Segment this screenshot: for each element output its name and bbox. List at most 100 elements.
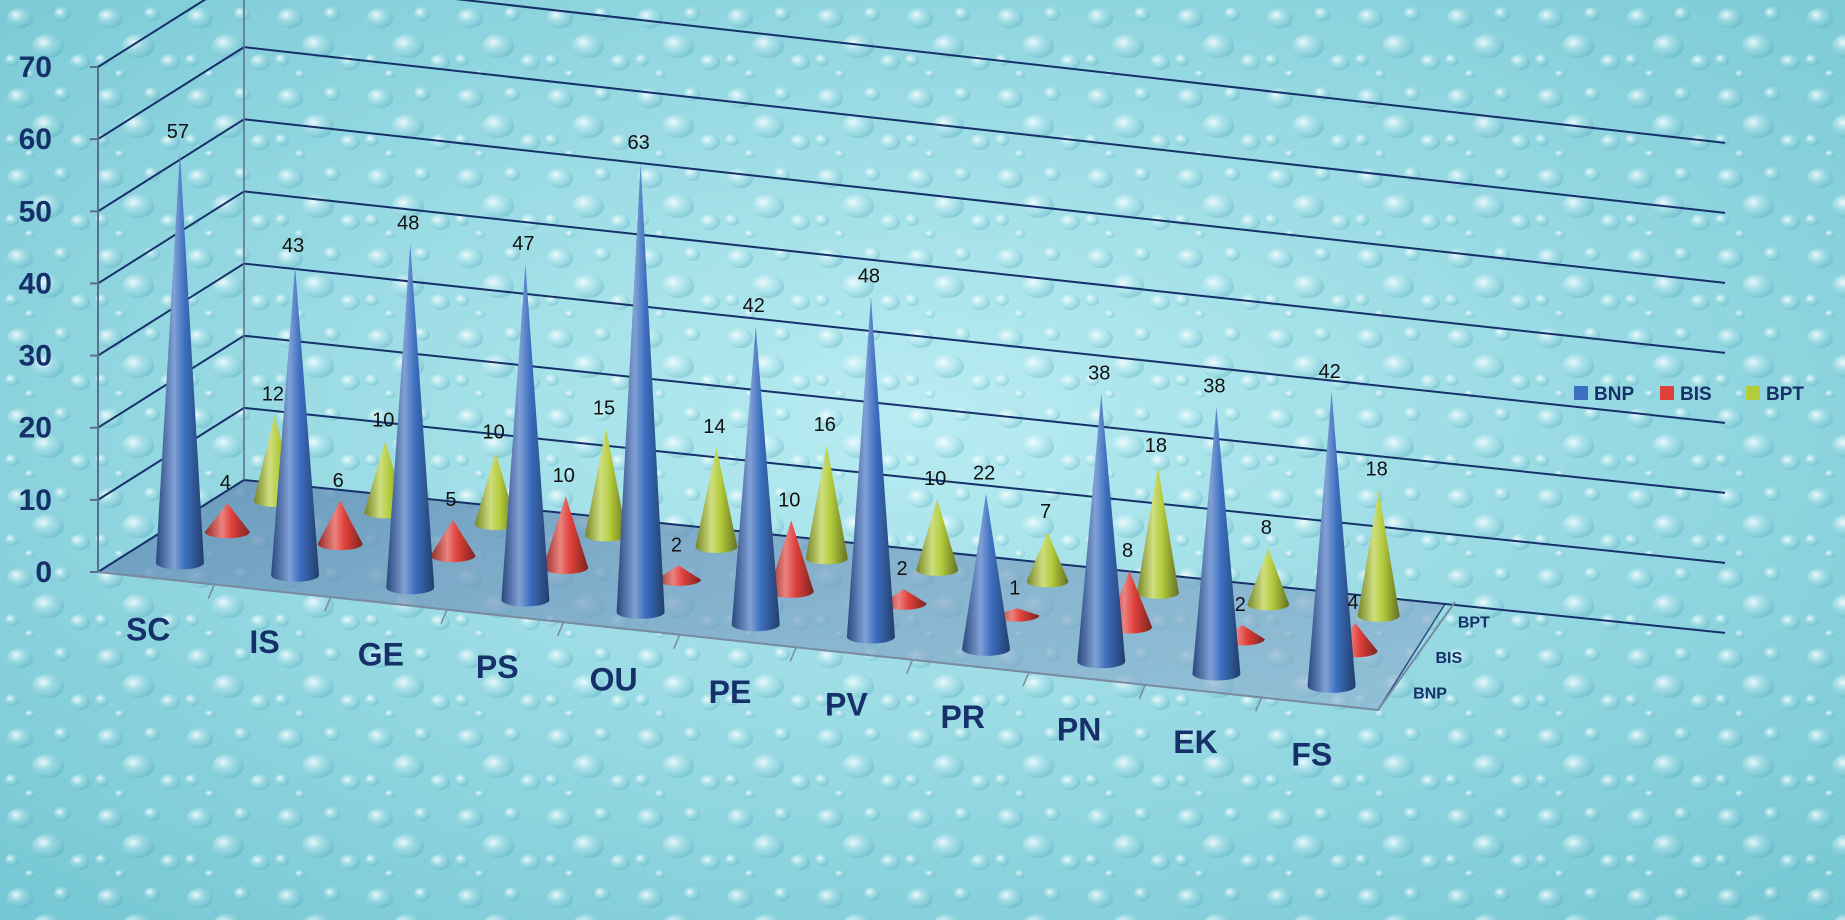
data-label: 57 (167, 121, 189, 143)
cone-bnp (271, 266, 320, 582)
data-label: 38 (1203, 376, 1225, 398)
data-label: 18 (1366, 459, 1388, 481)
data-label: 15 (593, 397, 615, 419)
y-tick-label: 20 (19, 412, 52, 445)
x-tick-mark (1254, 697, 1263, 712)
cone-bnp (155, 152, 204, 570)
cone-bpt (1026, 531, 1069, 588)
cone-body (916, 499, 959, 576)
cones (155, 152, 1400, 693)
data-label: 42 (743, 295, 765, 317)
cone-bis (543, 496, 589, 574)
cone-body (695, 447, 738, 553)
data-label: 8 (1122, 540, 1133, 562)
cone-body (386, 243, 435, 595)
cone-bnp (962, 493, 1011, 656)
depth-axis: BNP BIS BPT (1413, 615, 1490, 703)
cone-body (1307, 391, 1356, 693)
data-label: 47 (512, 233, 534, 255)
cone-body (204, 503, 250, 539)
data-label: 4 (1348, 592, 1359, 614)
cone-body (271, 266, 320, 582)
x-tick-mark (789, 646, 797, 662)
gridline-side (97, 190, 245, 285)
cone-body (1026, 531, 1069, 588)
x-tick-label: EK (1173, 724, 1217, 760)
cone-bis (768, 520, 814, 598)
x-tick-mark (556, 621, 565, 637)
data-label: 10 (372, 410, 394, 432)
cone-body (155, 152, 204, 570)
cone-body (768, 520, 814, 598)
cone-bis (317, 500, 363, 551)
data-label: 10 (553, 465, 575, 487)
legend-label: BPT (1766, 384, 1804, 405)
cone-bnp (501, 263, 550, 607)
cone-body (962, 493, 1011, 656)
gridline-back (455, 0, 1726, 144)
x-tick-label: GE (358, 636, 404, 672)
cone-bis (994, 608, 1040, 622)
legend: BNP BIS BPT (1574, 384, 1804, 405)
data-label: 2 (671, 534, 682, 556)
x-tick-label: OU (590, 661, 638, 697)
gridline-back (243, 190, 1726, 354)
legend-item-bis: BIS (1660, 384, 1712, 405)
cone-body (846, 296, 895, 644)
data-label: 2 (1235, 594, 1246, 616)
data-label: 2 (896, 558, 907, 580)
data-label: 16 (814, 414, 836, 436)
legend-label: BNP (1594, 384, 1634, 405)
gridline-side (97, 118, 245, 213)
y-tick-label: 40 (19, 267, 52, 300)
gridline-back (243, 262, 1726, 424)
x-tick-label: SC (126, 611, 170, 647)
cone-body (881, 589, 927, 610)
legend-swatch (1660, 386, 1674, 400)
data-label: 22 (973, 463, 995, 485)
x-tick-label: PS (476, 649, 519, 685)
x-axis-ticks: SC IS GE PS OU PE PV PR PN EK FS (126, 584, 1332, 773)
depth-label: BIS (1436, 650, 1463, 667)
data-label: 10 (924, 468, 946, 490)
y-tick-label: 70 (19, 51, 52, 84)
data-label: 42 (1318, 361, 1340, 383)
legend-item-bnp: BNP (1574, 384, 1634, 405)
data-label: 18 (1145, 435, 1167, 457)
cone-body (655, 565, 701, 586)
data-label: 10 (778, 489, 800, 511)
cone-body (501, 263, 550, 607)
cone-body (474, 452, 517, 530)
depth-label: BNP (1413, 685, 1447, 702)
data-label: 38 (1088, 363, 1110, 385)
y-tick-label: 50 (19, 195, 52, 228)
data-label: 10 (482, 421, 504, 443)
data-label: 48 (858, 266, 880, 288)
gridline-back (243, 46, 1726, 214)
data-label: 7 (1040, 501, 1051, 523)
y-tick-label: 30 (19, 340, 52, 373)
gridline-back (243, 118, 1726, 284)
cone-body (430, 519, 476, 563)
data-label: 14 (703, 416, 725, 438)
gridline-back (243, 334, 1726, 494)
cone-body (1136, 466, 1179, 599)
data-label: 1 (1009, 577, 1020, 599)
cone-body (584, 428, 627, 542)
legend-item-bpt: BPT (1746, 384, 1804, 405)
legend-label: BIS (1680, 384, 1712, 405)
cone-bnp (386, 243, 435, 595)
cone-bpt (695, 447, 738, 553)
data-label: 6 (333, 470, 344, 492)
data-label: 4 (220, 472, 231, 494)
cone-body (317, 500, 363, 551)
x-tick-mark (1138, 684, 1146, 700)
x-tick-label: PV (825, 687, 868, 723)
cone-bis (655, 565, 701, 586)
cone-body (805, 444, 848, 565)
y-tick-label: 60 (19, 123, 52, 156)
